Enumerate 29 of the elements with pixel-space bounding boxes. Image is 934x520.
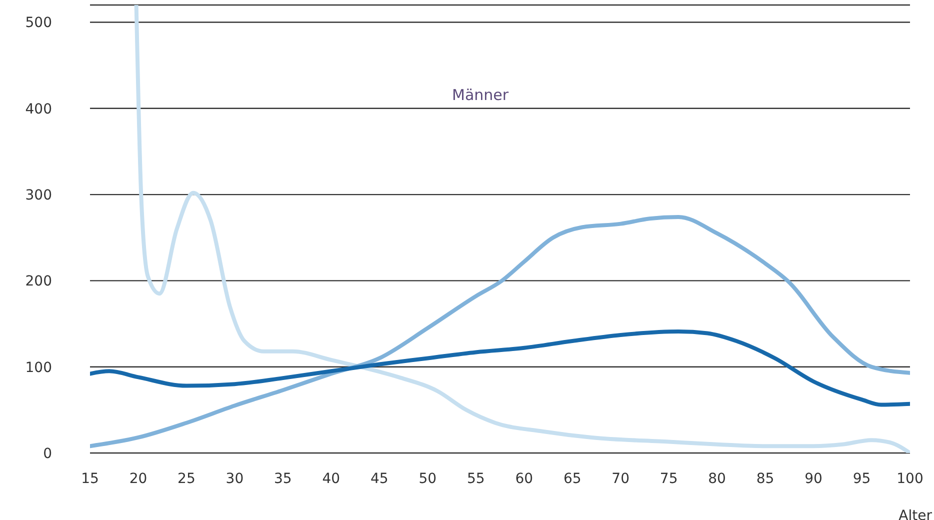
x-tick-label: 15 <box>81 470 99 487</box>
x-tick-label: 80 <box>708 470 726 487</box>
y-tick-label: 200 <box>25 274 52 290</box>
x-tick-label: 20 <box>129 470 148 487</box>
x-tick-label: 45 <box>370 470 388 487</box>
y-tick-label: 300 <box>25 188 52 204</box>
x-tick-label: 30 <box>226 470 244 487</box>
line-series <box>90 214 910 448</box>
x-tick-label: 100 <box>896 470 924 487</box>
y-tick-label: 0 <box>43 446 52 462</box>
line-series <box>134 5 910 453</box>
x-tick-label: 65 <box>563 470 582 487</box>
x-tick-label: 85 <box>756 470 774 487</box>
x-tick-label: 70 <box>612 470 630 487</box>
x-tick-label: 40 <box>322 470 340 487</box>
x-tick-label: 60 <box>515 470 534 487</box>
x-tick-label: 55 <box>466 470 485 487</box>
x-tick-label: 50 <box>418 470 437 487</box>
x-tick-label: 90 <box>804 470 822 487</box>
annotation: Männer <box>452 86 509 104</box>
x-tick-label: 25 <box>178 470 196 487</box>
y-tick-label: 400 <box>25 101 52 118</box>
y-tick-label: 500 <box>25 15 52 32</box>
x-tick-label: 95 <box>852 470 871 487</box>
x-axis-title: Alter <box>898 508 932 520</box>
y-tick-label: 100 <box>25 360 52 376</box>
x-tick-label: 35 <box>274 470 292 487</box>
x-tick-label: 75 <box>660 470 678 487</box>
line-series <box>90 330 910 407</box>
